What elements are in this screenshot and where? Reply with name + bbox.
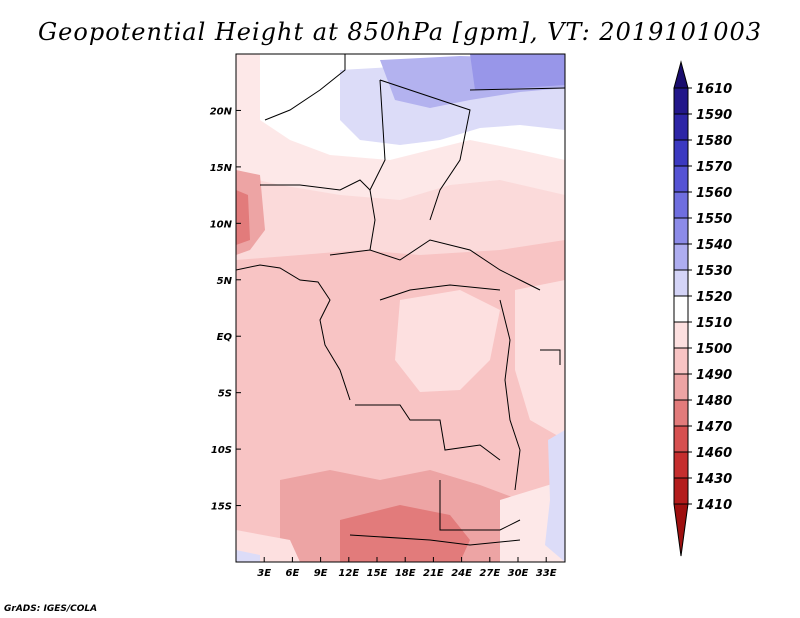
lat-tick-label: 15S — [211, 502, 232, 513]
colorbar-segment — [673, 243, 689, 271]
colorbar-label: 1500 — [696, 342, 732, 357]
lon-tick-label: 21E — [423, 568, 444, 579]
colorbar-segment — [673, 425, 689, 453]
lon-tick-label: 6E — [286, 568, 300, 579]
colorbar-label: 1490 — [696, 368, 732, 383]
lon-tick-label: 15E — [367, 568, 388, 579]
colorbar-label: 1470 — [696, 420, 732, 435]
colorbar-label: 1550 — [696, 212, 732, 227]
colorbar-segment — [673, 477, 689, 505]
colorbar-label: 1460 — [696, 446, 732, 461]
colorbar-segment — [673, 139, 689, 167]
lon-tick-label: 9E — [314, 568, 328, 579]
colorbar-segment — [673, 217, 689, 245]
colorbar-label: 1480 — [696, 394, 732, 409]
colorbar-label: 1510 — [696, 316, 732, 331]
lon-tick-label: 3E — [257, 568, 271, 579]
colorbar-label: 1530 — [696, 264, 732, 279]
colorbar-label: 1590 — [696, 108, 732, 123]
colorbar-label: 1580 — [696, 134, 732, 149]
colorbar-segment — [673, 373, 689, 401]
colorbar-cap-bottom — [673, 503, 689, 557]
lat-axis: 20N 15N 10N 5N EQ 5S 10S 15S — [210, 106, 241, 513]
colorbar-segment — [673, 399, 689, 427]
lat-tick-label: 15N — [210, 163, 233, 174]
colorbar-segment — [673, 113, 689, 141]
credit-text: GrADS: IGES/COLA — [4, 604, 98, 614]
colorbar-segment — [673, 191, 689, 219]
colorbar-label: 1410 — [696, 498, 732, 513]
lat-tick-label: 10S — [211, 445, 232, 456]
colorbar-label: 1560 — [696, 186, 732, 201]
colorbar-segment — [673, 321, 689, 349]
colorbar-segment — [673, 295, 689, 323]
lon-tick-label: 33E — [536, 568, 557, 579]
colorbar-segment — [673, 451, 689, 479]
colorbar-cap-top — [673, 60, 689, 89]
lon-tick-label: 27E — [479, 568, 500, 579]
colorbar-segment — [673, 87, 689, 115]
height-field — [236, 54, 565, 562]
lon-tick-label: 12E — [338, 568, 359, 579]
lat-tick-label: 10N — [210, 219, 233, 230]
map-frame — [235, 53, 566, 563]
lat-tick-label: 20N — [210, 106, 233, 117]
colorbar-label: 1540 — [696, 238, 732, 253]
colorbar-label: 1570 — [696, 160, 732, 175]
lon-tick-label: 18E — [395, 568, 416, 579]
colorbar-label: 1520 — [696, 290, 732, 305]
colorbar-label: 1610 — [696, 82, 732, 97]
lon-tick-label: 24E — [451, 568, 472, 579]
colorbar-segment — [673, 347, 689, 375]
colorbar-segment — [673, 165, 689, 193]
colorbar-label: 1430 — [696, 472, 732, 487]
lon-tick-label: 30E — [508, 568, 529, 579]
colorbar: 1610 1590 1580 1570 1560 1550 1540 1530 1520 1510… — [673, 60, 732, 557]
lon-axis: 3E 6E 9E 12E 15E 18E 21E 24E 27E 30E 33E — [257, 557, 557, 579]
lat-tick-label: 5S — [218, 389, 232, 400]
lat-tick-label: 5N — [217, 276, 233, 287]
map-title: Geopotential Height at 850hPa [gpm], VT:… — [38, 18, 762, 46]
lat-tick-label: EQ — [217, 332, 233, 343]
colorbar-segment — [673, 269, 689, 297]
